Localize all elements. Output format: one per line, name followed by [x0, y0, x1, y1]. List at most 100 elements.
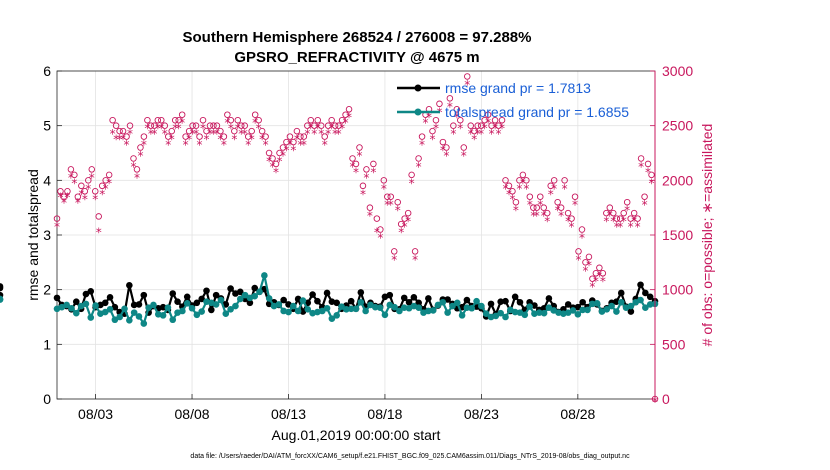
- totalspread-point: [232, 303, 239, 310]
- obs-assimilated-point: *: [569, 220, 575, 234]
- totalspread-point: [189, 305, 196, 312]
- totalspread-point: [637, 297, 644, 304]
- totalspread-point: [256, 289, 263, 296]
- rmse-point: [411, 294, 418, 301]
- obs-assimilated-point: *: [64, 191, 70, 205]
- totalspread-point: [444, 309, 451, 316]
- totalspread-point: [584, 307, 591, 314]
- totalspread-point: [73, 310, 80, 317]
- obs-assimilated-point: *: [499, 122, 505, 136]
- totalspread-point: [68, 305, 75, 312]
- legend-totalspread-label: totalspread grand pr = 1.6855: [445, 104, 629, 120]
- rmse-point: [502, 298, 509, 305]
- chart-title-line2: GPSRO_REFRACTIVITY @ 4675 m: [234, 49, 479, 66]
- rmse-point: [169, 290, 176, 297]
- rmse-point: [512, 293, 519, 300]
- totalspread-point: [107, 306, 114, 313]
- right-tick-label: 1500: [662, 227, 693, 243]
- totalspread-point: [478, 303, 485, 310]
- totalspread-point: [150, 302, 157, 309]
- obs-assimilated-point: *: [388, 198, 394, 212]
- totalspread-point: [415, 304, 422, 311]
- totalspread-point: [300, 297, 307, 304]
- rmse-point: [358, 289, 365, 296]
- obs-assimilated-point: *: [356, 149, 362, 163]
- totalspread-point: [179, 308, 186, 315]
- obs-assimilated-point: *: [624, 204, 630, 218]
- rmse-point: [309, 291, 316, 298]
- totalspread-point: [473, 298, 480, 305]
- rmse-point: [324, 290, 331, 297]
- rmse-point: [348, 298, 355, 305]
- obs-assimilated-point: *: [54, 220, 60, 234]
- legend-rmse-marker: [415, 85, 422, 92]
- right-tick-label: 3000: [662, 63, 693, 79]
- rmse-point: [174, 298, 181, 305]
- x-tick-label: 08/28: [560, 406, 595, 422]
- totalspread-point: [87, 314, 94, 321]
- obs-assimilated-point: *: [96, 226, 102, 240]
- obs-assimilated-point: *: [412, 253, 418, 267]
- obs-assimilated-point: *: [450, 127, 456, 141]
- left-tick-label: 0: [43, 391, 51, 407]
- obs-assimilated-point: *: [370, 165, 376, 179]
- rmse-point: [227, 285, 234, 292]
- totalspread-point: [362, 308, 369, 315]
- legend-totalspread-marker: [415, 109, 422, 116]
- totalspread-point: [116, 314, 123, 321]
- left-axis-ticks: 0123456: [43, 63, 62, 407]
- rmse-point: [618, 290, 625, 297]
- totalspread-point: [502, 314, 509, 321]
- chart-canvas: Southern Hemisphere 268524 / 276008 = 97…: [0, 0, 830, 470]
- right-tick-label: 0: [662, 391, 670, 407]
- left-tick-label: 2: [43, 282, 51, 298]
- obs-assimilated-point: *: [141, 138, 147, 152]
- obs-assimilated-point: *: [443, 149, 449, 163]
- rmse-point: [425, 295, 432, 302]
- totalspread-point: [618, 299, 625, 306]
- right-axis-ticks: 050010001500200025003000: [650, 63, 693, 407]
- right-tick-label: 2000: [662, 172, 693, 188]
- obs-assimilated-point: *: [346, 111, 352, 125]
- totalspread-point: [218, 297, 225, 304]
- right-tick-label: 1000: [662, 282, 693, 298]
- rmse-point: [546, 295, 553, 302]
- obs-assimilated-point: *: [405, 215, 411, 229]
- rmse-point: [203, 287, 210, 294]
- totalspread-point: [333, 312, 340, 319]
- totalspread-point: [608, 303, 615, 310]
- x-tick-label: 08/13: [271, 406, 306, 422]
- obs-assimilated-point: *: [221, 138, 227, 152]
- x-tick-label: 08/03: [78, 406, 113, 422]
- obs-assimilated-point: *: [377, 231, 383, 245]
- totalspread-point: [261, 272, 268, 279]
- totalspread-point: [324, 305, 331, 312]
- rmse-point: [488, 301, 495, 308]
- obs-assimilated-point: *: [409, 176, 415, 190]
- obs-assimilated-point: *: [179, 116, 185, 130]
- obs-assimilated-point: *: [419, 138, 425, 152]
- totalspread-point: [377, 304, 384, 311]
- legend-rmse-label: rmse grand pr = 1.7813: [445, 80, 591, 96]
- y-axis-left-label: rmse and totalspread: [25, 169, 41, 301]
- figure-window: Southern Hemisphere 268524 / 276008 = 97…: [0, 0, 830, 470]
- obs-assimilated-point: *: [263, 138, 269, 152]
- left-tick-label: 6: [43, 63, 51, 79]
- totalspread-point: [126, 317, 133, 324]
- x-axis-ticks: 08/03 08/08 08/13 08/18 08/23 08/28: [78, 394, 596, 422]
- rmse-point: [87, 288, 94, 295]
- obs-assimilated-point: *: [249, 133, 255, 147]
- rmse-point: [517, 299, 524, 306]
- totalspread-point: [266, 295, 273, 302]
- totalspread-point: [468, 305, 475, 312]
- totalspread-point: [440, 299, 447, 306]
- obs-assimilated-point: *: [562, 182, 568, 196]
- rmse-point: [464, 297, 471, 304]
- obs-assimilated-point: *: [642, 198, 648, 212]
- obs-assimilated-point: *: [127, 127, 133, 141]
- obs-assimilated-point: *: [433, 122, 439, 136]
- rmse-point: [314, 298, 321, 305]
- totalspread-point: [521, 312, 528, 319]
- left-tick-label: 1: [43, 336, 51, 352]
- obs-assimilated-point: *: [600, 275, 606, 289]
